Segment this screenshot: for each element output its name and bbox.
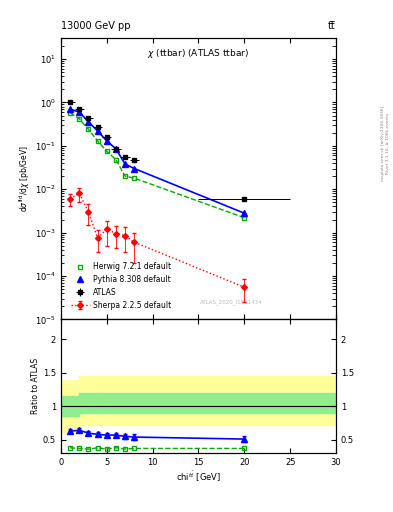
X-axis label: chi$^{t\bar{t}}$ [GeV]: chi$^{t\bar{t}}$ [GeV] <box>176 470 221 484</box>
Text: $\chi$ (ttbar) (ATLAS ttbar): $\chi$ (ttbar) (ATLAS ttbar) <box>147 47 250 60</box>
Herwig 7.2.1 default <box>68 110 72 116</box>
Pythia 8.308 default <box>68 106 72 112</box>
Pythia 8.308 default <box>132 165 137 172</box>
Pythia 8.308 default <box>114 146 118 152</box>
Y-axis label: Ratio to ATLAS: Ratio to ATLAS <box>31 358 40 414</box>
Line: Pythia 8.308 default: Pythia 8.308 default <box>67 106 247 216</box>
Herwig 7.2.1 default <box>123 173 127 179</box>
Herwig 7.2.1 default <box>86 126 91 133</box>
Text: 13000 GeV pp: 13000 GeV pp <box>61 20 130 31</box>
Text: ATLAS_2020_I1801434: ATLAS_2020_I1801434 <box>200 300 263 305</box>
Pythia 8.308 default <box>242 210 247 216</box>
Herwig 7.2.1 default <box>105 148 109 154</box>
Pythia 8.308 default <box>95 128 100 134</box>
Pythia 8.308 default <box>77 109 82 115</box>
Y-axis label: $\mathrm{d}\sigma^\mathrm{fid}/\mathrm{d}\chi\ \mathrm{[pb/GeV]}$: $\mathrm{d}\sigma^\mathrm{fid}/\mathrm{d… <box>18 145 32 212</box>
Text: mcplots.cern.ch [arXiv:1306.3436]: mcplots.cern.ch [arXiv:1306.3436] <box>381 106 385 181</box>
Line: Herwig 7.2.1 default: Herwig 7.2.1 default <box>68 110 247 220</box>
Text: Rivet 3.1.10, ≥ 100k events: Rivet 3.1.10, ≥ 100k events <box>386 113 390 174</box>
Herwig 7.2.1 default <box>95 138 100 144</box>
Text: tt̅: tt̅ <box>328 20 336 31</box>
Pythia 8.308 default <box>105 138 109 144</box>
Herwig 7.2.1 default <box>77 116 82 122</box>
Herwig 7.2.1 default <box>114 157 118 163</box>
Legend: Herwig 7.2.1 default, Pythia 8.308 default, ATLAS, Sherpa 2.2.5 default: Herwig 7.2.1 default, Pythia 8.308 defau… <box>68 259 174 313</box>
Herwig 7.2.1 default <box>132 175 137 181</box>
Pythia 8.308 default <box>86 119 91 125</box>
Herwig 7.2.1 default <box>242 215 247 221</box>
Pythia 8.308 default <box>123 161 127 167</box>
